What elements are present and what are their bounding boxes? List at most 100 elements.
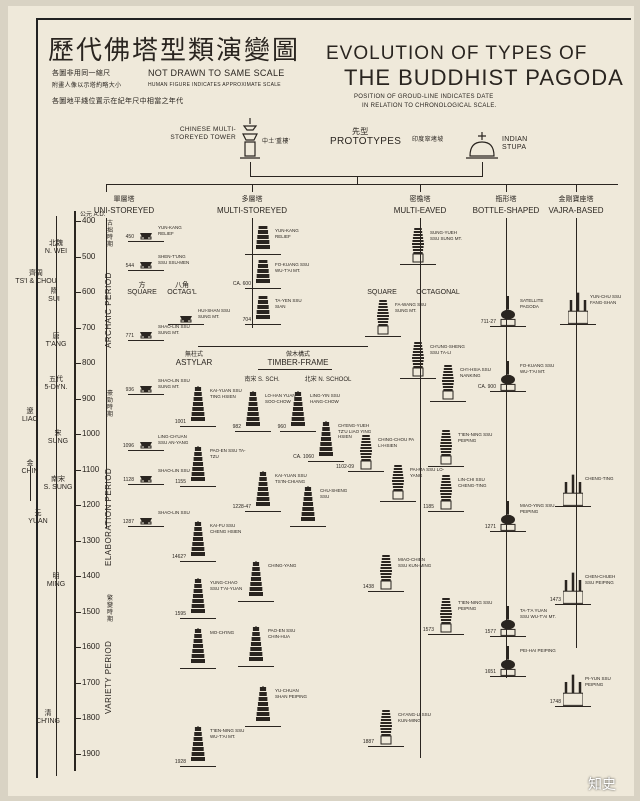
ground-line (368, 591, 404, 592)
pagoda-label: SUNG-YUEH SSU SUNG MT. (430, 230, 463, 241)
timeline-tick (76, 363, 81, 364)
ground-line (180, 486, 216, 487)
timeline-year-label: 500 (82, 251, 96, 261)
pagoda-drawing (140, 378, 152, 393)
dynasty-ch-ing: 清 CH'ING (36, 710, 60, 726)
ground-line (280, 431, 316, 432)
pagoda-eaved (438, 362, 458, 401)
timeline-tick (76, 505, 81, 506)
pagoda-single (136, 376, 156, 394)
pagoda-drawing (380, 552, 392, 590)
pagoda-year: 1096 (122, 443, 134, 449)
pagoda-drawing (442, 362, 454, 400)
pagoda-drawing (319, 421, 333, 456)
prototype-chinese-tower-label: CHINESE MULTI-STOREYED TOWER (170, 126, 236, 141)
ground-line (245, 324, 281, 325)
category-stem (506, 218, 507, 678)
dynasty-cn: 南宋 (50, 476, 65, 483)
pagoda-eaved (388, 462, 408, 501)
pagoda-label: SHEN-T'UNG SSU SSU-MEN (158, 254, 190, 265)
pagoda-label: CH'ANG-LI SSU KUN-MING (398, 712, 431, 723)
pagoda-label: CH'ENG-YUEH TZ'U LIAO YING HSIEN (338, 423, 372, 439)
pagoda-drawing (140, 468, 152, 483)
timeline-tick (76, 540, 81, 542)
ground-line (428, 511, 464, 512)
title-english-line2: THE BUDDHIST PAGODA (344, 65, 624, 90)
timeline-year-label: 1800 (82, 713, 100, 722)
pagoda-label: SHAO-LIN SSU (158, 510, 190, 515)
frame-border-top (36, 18, 631, 20)
category-en: VAJRA-BASED (548, 206, 604, 215)
pagoda-year: CA. 600 (232, 281, 251, 287)
pagoda-drawing (249, 561, 263, 596)
pagoda-year: 450 (125, 234, 134, 240)
dynasty-s-sung: 南宋 S. SUNG (44, 476, 73, 492)
pagoda-eaved (436, 427, 456, 466)
subcat-n-school: 北宋 N. SCHOOL (304, 377, 352, 383)
timeline-tick (76, 327, 81, 329)
pagoda-drawing (140, 254, 152, 269)
timeline-tick (76, 753, 81, 755)
pagoda-label: CHU-SHENG SSU (320, 488, 348, 499)
timeline-year-label: 1200 (82, 500, 100, 509)
dynasty-cn: 隋 (50, 288, 58, 295)
ground-line (490, 636, 526, 637)
ground-line (180, 668, 216, 669)
timeline-year-label: 1400 (82, 571, 100, 580)
pagoda-drawing (140, 510, 152, 525)
pagoda-year: 1228-47 (232, 504, 251, 510)
ground-line (555, 604, 591, 605)
pagoda-drawing (440, 595, 452, 633)
dynasty-cn: 元 (34, 510, 42, 517)
ground-line (238, 666, 274, 667)
prototype-stupa-label: INDIAN STUPA (502, 136, 528, 151)
category-cn: 密檐塔 (409, 196, 431, 203)
pagoda-label: TA-T'A YUAN SSU WU-T'AI MT. (520, 608, 556, 619)
ground-line (490, 326, 526, 327)
ground-line (490, 676, 526, 677)
pagoda-label: CH'UNG-SHENG SSU TA-LI (430, 344, 465, 355)
title-chinese: 歷代佛塔型類演變圖 (48, 36, 301, 66)
pagoda-stack (188, 446, 208, 486)
prototype-chinese-tower-cn: 中土'重樓' (262, 139, 291, 145)
pagoda-drawing (500, 361, 516, 391)
category-cn: 單層塔 (113, 196, 135, 203)
dynasty-cn: 五代 (45, 376, 68, 384)
ground-line (428, 466, 464, 467)
pagoda-year: 1577 (484, 629, 496, 635)
pagoda-year: 1271 (484, 524, 496, 530)
dynasty-cn: 宋 (54, 430, 62, 437)
title-english-line1: EVOLUTION OF TYPES OF (326, 43, 588, 64)
pagoda-stack (246, 626, 266, 666)
ground-line (180, 561, 216, 562)
pagoda-label: YUN-KANG RELIEF (158, 225, 182, 236)
pagoda-stack (188, 726, 208, 766)
note-en-4: IN RELATION TO CHRONOLOGICAL SCALE. (362, 103, 497, 109)
pagoda-label: PAO-EN SSU CHIN-HUA (268, 628, 296, 639)
timeline-year-label: 400 (82, 216, 96, 225)
pagoda-year: 1001 (174, 419, 186, 425)
ground-line (235, 431, 271, 432)
pagoda-eaved (436, 595, 456, 634)
pagoda-label: PEI-HAI PEIPING (520, 648, 556, 653)
ground-line (400, 378, 436, 379)
pagoda-stack (188, 578, 208, 618)
pagoda-label: SHAO-LIN SSU SUNG MT. (158, 324, 190, 335)
pagoda-year: 544 (125, 263, 134, 269)
pagoda-label: PI-YUN SSU PEIPING (585, 676, 611, 687)
pagoda-bottle (498, 296, 518, 326)
pagoda-vajra (562, 474, 584, 506)
pagoda-label: SATELLITE PAGODA (520, 298, 544, 309)
pagoda-vajra (567, 292, 589, 324)
ground-line (245, 254, 281, 255)
pagoda-drawing (256, 295, 270, 319)
pagoda-drawing (140, 324, 152, 339)
pagoda-eaved (356, 432, 376, 471)
pagoda-label: HUI-SHAN SSU SUNG MT. (198, 308, 231, 319)
pagoda-label: SHAO-LIN SSU SUNG MT. (158, 378, 190, 389)
tree-line (106, 184, 618, 185)
timeline-year-label: 1700 (82, 677, 100, 687)
timeline-year-label: 1300 (82, 535, 100, 545)
pagoda-drawing (562, 474, 584, 506)
period-label-0: ARCHAIC PERIOD (104, 272, 113, 348)
